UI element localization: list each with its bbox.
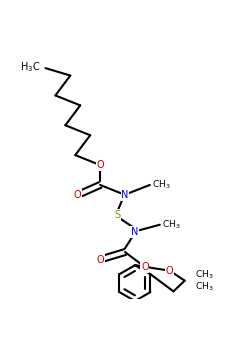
Text: O: O [96,160,104,170]
Text: CH$_3$: CH$_3$ [194,268,213,281]
Text: H$_3$C: H$_3$C [20,60,40,74]
Text: N: N [121,190,129,200]
Text: O: O [74,190,82,200]
Text: O: O [166,266,173,276]
Text: CH$_3$: CH$_3$ [162,218,181,231]
Text: O: O [141,262,149,272]
Text: N: N [131,227,139,237]
Text: S: S [114,210,120,220]
Text: CH$_3$: CH$_3$ [152,179,171,191]
Text: O: O [96,254,104,265]
Text: CH$_3$: CH$_3$ [194,281,213,293]
